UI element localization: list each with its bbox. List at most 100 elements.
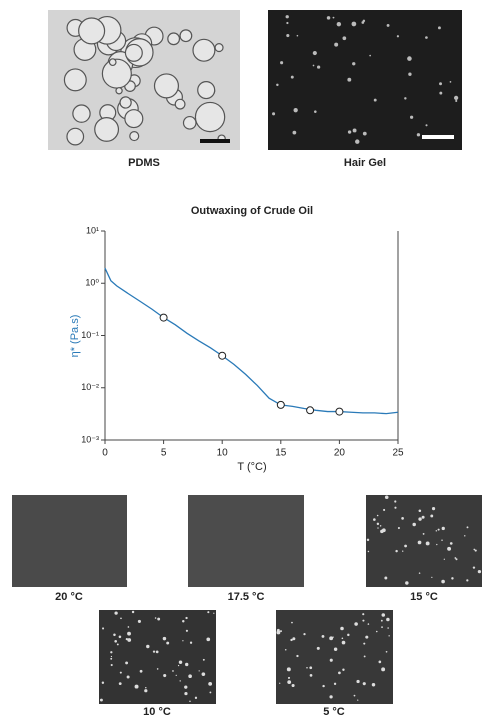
marker: [218, 351, 227, 360]
speck: [404, 544, 407, 548]
micrograph-label: 5 °C: [323, 706, 345, 718]
speck: [118, 635, 122, 639]
speck: [376, 514, 379, 517]
speck: [333, 682, 337, 686]
speck: [333, 647, 338, 651]
marker: [306, 406, 315, 415]
speck: [285, 15, 289, 19]
speck: [425, 124, 428, 127]
micrograph-label: 20 °C: [55, 591, 83, 603]
speck: [152, 650, 156, 653]
line: [104, 267, 399, 415]
speck: [418, 572, 421, 574]
y-tick-label: 10¹: [86, 225, 99, 235]
speck: [451, 577, 454, 580]
droplets: [63, 15, 226, 146]
marker: [159, 313, 168, 322]
speck: [280, 630, 282, 633]
speck: [472, 566, 476, 569]
speck: [384, 495, 389, 500]
droplet: [129, 131, 140, 142]
speck: [118, 682, 122, 686]
droplet: [115, 87, 123, 95]
speck: [127, 631, 131, 636]
speck: [312, 64, 315, 67]
speck: [417, 540, 422, 545]
droplet: [124, 43, 143, 62]
speck: [291, 683, 295, 688]
x-tick-label: 0: [102, 448, 108, 459]
speck: [114, 639, 117, 643]
speck: [401, 517, 404, 520]
speck: [342, 668, 345, 671]
speck: [306, 666, 308, 669]
speck: [163, 673, 167, 678]
speck: [341, 640, 346, 645]
speck: [146, 644, 150, 649]
speck: [101, 681, 105, 684]
speck: [332, 16, 335, 19]
image-label: PDMS: [128, 157, 160, 169]
speck: [334, 42, 339, 47]
speck: [120, 617, 122, 620]
hairgel-photo: [268, 10, 462, 150]
speck: [114, 611, 118, 615]
speck: [381, 613, 386, 617]
speck: [119, 671, 122, 674]
speck: [449, 81, 452, 83]
speck: [449, 542, 453, 545]
droplet: [124, 109, 144, 129]
speck: [332, 636, 334, 638]
speck: [407, 56, 412, 61]
speck: [184, 685, 188, 689]
speck: [354, 622, 358, 626]
speck: [455, 558, 458, 561]
speck: [379, 525, 382, 527]
speck: [351, 21, 357, 27]
droplet: [119, 96, 132, 109]
y-tick-label: 10⁻¹: [81, 330, 99, 340]
speck: [177, 664, 180, 667]
speck: [286, 33, 290, 38]
micrograph: [188, 495, 304, 587]
speck: [474, 549, 477, 552]
speck: [384, 576, 388, 580]
speck: [209, 691, 212, 694]
speck: [431, 507, 436, 511]
speck: [321, 634, 325, 638]
speck: [439, 91, 443, 95]
speck: [296, 34, 299, 37]
speck: [329, 695, 333, 699]
speck: [303, 633, 306, 636]
speck: [179, 680, 181, 682]
speck: [371, 683, 376, 687]
droplet: [78, 17, 106, 45]
scale-bar: [200, 139, 230, 143]
y-tick-label: 10⁻²: [81, 382, 99, 392]
speck: [425, 541, 430, 546]
speck: [166, 641, 170, 645]
speck: [365, 635, 369, 639]
speck: [110, 663, 113, 667]
x-tick-label: 20: [334, 448, 346, 459]
speck: [362, 613, 365, 616]
speck: [110, 651, 113, 654]
image-label: Hair Gel: [344, 157, 386, 169]
speck: [373, 98, 377, 102]
speck: [185, 629, 189, 632]
speck: [326, 16, 331, 20]
speck: [316, 646, 320, 650]
speck: [293, 107, 298, 113]
speck: [405, 581, 409, 585]
x-tick-label: 15: [275, 448, 287, 459]
speck: [394, 500, 397, 503]
speck: [375, 630, 378, 633]
speck: [418, 509, 422, 513]
speck: [286, 667, 291, 672]
speck: [416, 133, 421, 137]
speck: [156, 668, 159, 670]
speck: [198, 670, 200, 672]
speck: [357, 699, 359, 701]
speck: [154, 617, 157, 619]
droplet: [174, 98, 186, 110]
